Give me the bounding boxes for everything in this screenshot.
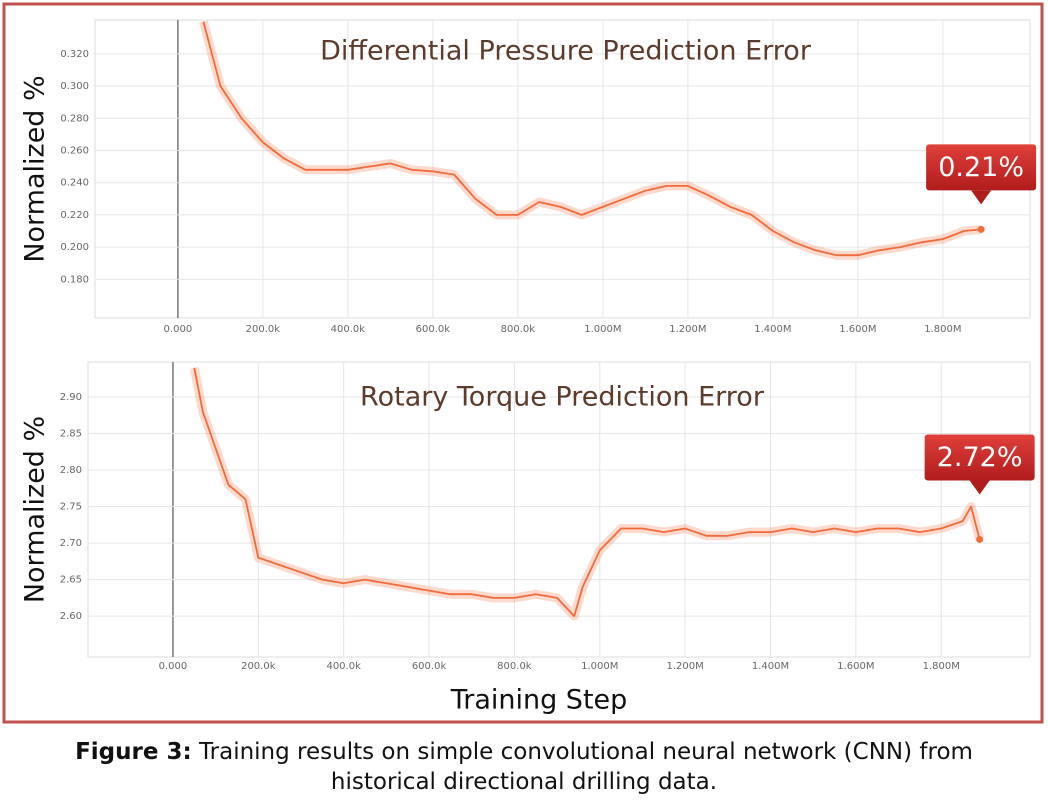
y-tick-label: 0.220: [60, 210, 89, 221]
x-tick-label: 1.000M: [581, 661, 618, 672]
x-tick-label: 1.800M: [924, 324, 961, 335]
series-group: [199, 20, 982, 260]
chart-title: Rotary Torque Prediction Error: [360, 382, 765, 413]
y-tick-label: 2.65: [60, 575, 82, 586]
y-tick-label: 0.280: [60, 113, 89, 124]
y-tick-label: 2.75: [60, 502, 82, 513]
end-point: [976, 535, 984, 543]
callout-arrow: [971, 190, 992, 205]
plot-area: [87, 361, 1031, 658]
y-tick-label: 0.260: [60, 145, 89, 156]
frame: [2, 2, 1044, 724]
y-tick-label: 0.300: [60, 81, 89, 92]
series-group: [189, 366, 984, 621]
x-tick-label: 600.0k: [416, 324, 451, 335]
x-tick-label: 200.0k: [241, 661, 276, 672]
y-tick-label: 0.180: [60, 274, 89, 285]
y-tick-label: 2.80: [60, 465, 82, 476]
x-tick-label: 600.0k: [412, 661, 447, 672]
line: [193, 367, 981, 617]
y-tick-label: 2.85: [60, 429, 82, 440]
x-tick-label: 1.600M: [839, 324, 876, 335]
caption: Figure 3: Training results on simple con…: [20, 737, 1028, 797]
callout-arrow: [969, 480, 990, 495]
chart-title: Differential Pressure Prediction Error: [320, 36, 812, 67]
chart: 0.000 200.0k 400.0k 600.0k 800.0k 1.000M 1.200…: [2, 2, 1044, 724]
x-tick-label: 800.0k: [497, 661, 532, 672]
y-tick-label: 2.90: [60, 392, 82, 403]
x-tick-label: 1.000M: [584, 324, 621, 335]
y-tick-label: 0.200: [60, 242, 89, 253]
end-point: [977, 225, 985, 233]
y-axis-label: Normalized %: [20, 75, 51, 262]
y-tick-label: 0.320: [60, 49, 89, 60]
callout-label: 0.21%: [938, 152, 1024, 183]
callout: [924, 434, 1035, 481]
x-tick-label: 800.0k: [501, 324, 536, 335]
y-tick-label: 0.240: [60, 178, 89, 189]
x-tick-label: 1.400M: [752, 661, 789, 672]
y-axis-label: Normalized %: [20, 416, 51, 603]
x-tick-label: 0.000: [159, 661, 188, 672]
y-tick-label: 2.60: [60, 611, 82, 622]
x-tick-label: 200.0k: [246, 324, 281, 335]
x-tick-label: 1.200M: [669, 324, 706, 335]
callout-label: 2.72%: [937, 442, 1023, 473]
x-axis-label: Training Step: [450, 685, 628, 716]
x-tick-label: 0.000: [164, 324, 193, 335]
x-tick-label: 1.400M: [754, 324, 791, 335]
caption-text: Training results on simple convolutional…: [198, 739, 973, 795]
line: [202, 21, 982, 257]
x-tick-label: 1.800M: [923, 661, 960, 672]
x-tick-label: 400.0k: [331, 324, 366, 335]
x-tick-label: 1.600M: [837, 661, 874, 672]
x-tick-label: 400.0k: [326, 661, 361, 672]
y-tick-label: 2.70: [60, 538, 82, 549]
plot-area: [94, 19, 1031, 319]
x-tick-label: 1.200M: [666, 661, 703, 672]
caption-label: Figure 3:: [75, 739, 192, 765]
callout: [926, 144, 1037, 191]
